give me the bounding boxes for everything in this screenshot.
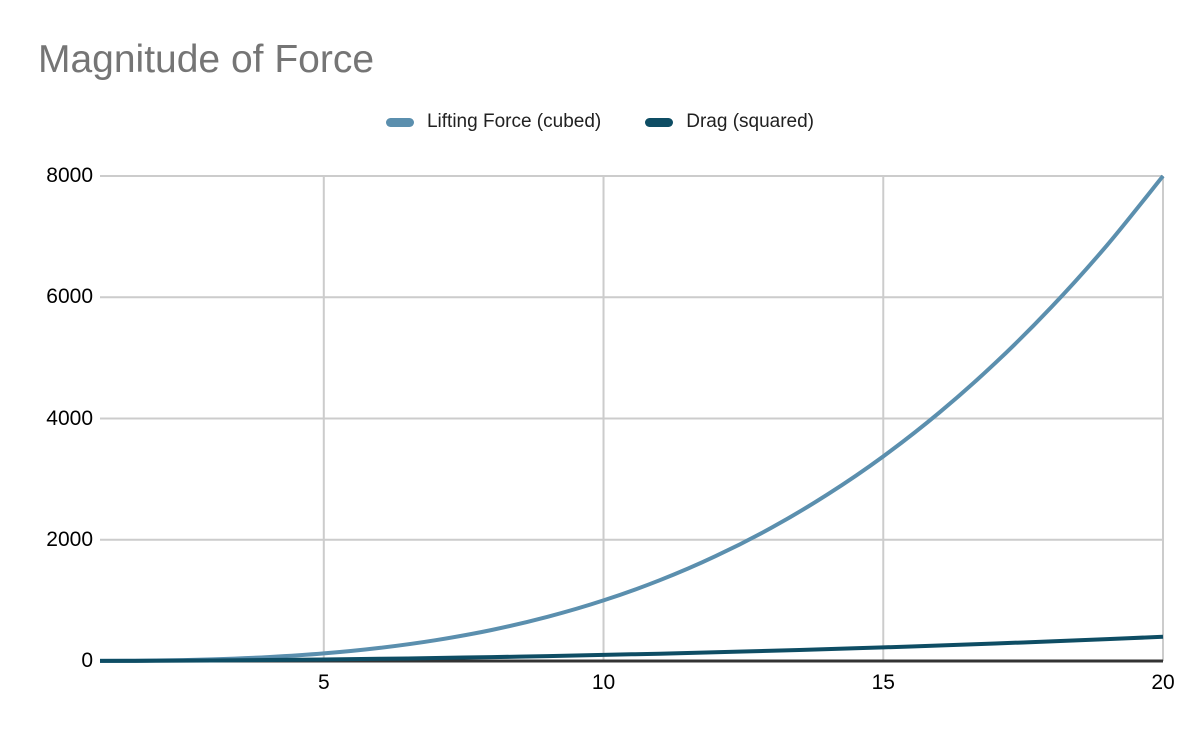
chart-title: Magnitude of Force xyxy=(38,38,375,81)
y-tick-label-2000: 2000 xyxy=(46,527,93,551)
legend-item-lifting-force[interactable]: Lifting Force (cubed) xyxy=(385,111,602,133)
legend-swatch-drag xyxy=(645,117,674,127)
x-tick-label-15: 15 xyxy=(871,671,895,694)
series-line-drag[interactable] xyxy=(99,634,1164,663)
legend-label-drag: Drag (squared) xyxy=(686,111,815,132)
x-tick-label-5: 5 xyxy=(317,671,330,694)
chart-legend: Lifting Force (cubed) Drag (squared) xyxy=(0,111,1200,133)
y-tick-label-4000: 4000 xyxy=(46,406,93,430)
x-tick-label-20: 20 xyxy=(1151,671,1175,694)
x-tick-label-10: 10 xyxy=(591,671,616,694)
y-tick-label-0: 0 xyxy=(81,649,93,672)
series-line-lifting-force[interactable] xyxy=(99,174,1165,663)
legend-swatch-lifting-force xyxy=(385,117,414,127)
y-tick-label-8000: 8000 xyxy=(46,164,93,187)
legend-item-drag[interactable]: Drag (squared) xyxy=(645,111,814,133)
y-tick-label-6000: 6000 xyxy=(46,285,93,309)
legend-label-lifting-force: Lifting Force (cubed) xyxy=(426,111,602,132)
